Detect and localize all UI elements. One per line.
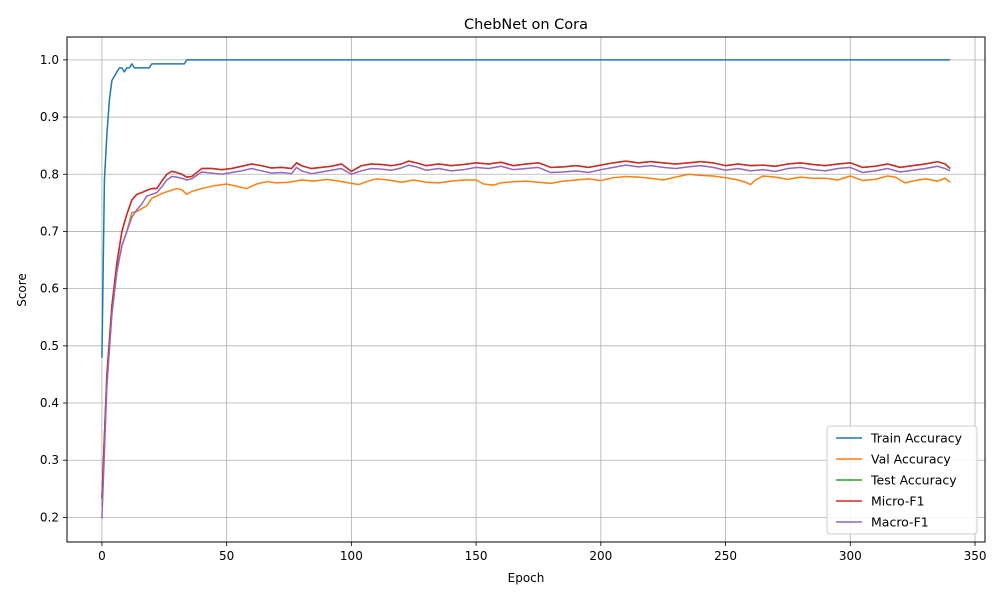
x-axis-ticks: 0 50 100 150 200 250 300 350 <box>98 542 986 563</box>
legend: Train Accuracy Val Accuracy Test Accuracy M… <box>826 425 978 535</box>
y-tick-label: 0.5 <box>40 339 59 353</box>
x-tick-label: 350 <box>964 549 987 563</box>
series-lines <box>101 59 951 519</box>
series-line-macro-f1 <box>101 164 951 519</box>
y-tick-label: 0.4 <box>40 396 59 410</box>
y-tick-label: 0.6 <box>40 282 59 296</box>
x-tick-label: 250 <box>714 549 737 563</box>
legend-label-micro-f1: Micro-F1 <box>871 494 925 509</box>
series-line-micro-f1 <box>101 160 951 499</box>
x-tick-label: 150 <box>465 549 488 563</box>
y-tick-label: 0.3 <box>40 453 59 467</box>
y-axis-ticks: 0.2 0.3 0.4 0.5 0.6 0.7 0.8 0.9 1.0 <box>40 53 67 524</box>
legend-label-test-accuracy: Test Accuracy <box>870 473 957 488</box>
legend-label-train-accuracy: Train Accuracy <box>870 431 963 446</box>
chart-title: ChebNet on Cora <box>464 17 588 33</box>
x-tick-label: 300 <box>839 549 862 563</box>
y-tick-label: 0.7 <box>40 224 59 238</box>
plot-area <box>101 59 951 519</box>
legend-box <box>826 425 978 535</box>
x-tick-label: 50 <box>219 549 234 563</box>
y-tick-label: 0.9 <box>40 110 59 124</box>
legend-label-macro-f1: Macro-F1 <box>871 515 929 530</box>
legend-label-val-accuracy: Val Accuracy <box>871 452 951 467</box>
series-line-val-accuracy <box>101 173 951 506</box>
y-axis-label: Score <box>15 273 29 307</box>
x-tick-label: 0 <box>98 549 106 563</box>
x-tick-label: 200 <box>589 549 612 563</box>
plot-frame <box>66 36 986 543</box>
y-tick-label: 1.0 <box>40 53 59 67</box>
y-tick-label: 0.8 <box>40 167 59 181</box>
x-tick-label: 100 <box>340 549 363 563</box>
x-axis-label: Epoch <box>508 571 545 585</box>
series-line-train-accuracy <box>101 59 951 358</box>
y-tick-label: 0.2 <box>40 510 59 524</box>
